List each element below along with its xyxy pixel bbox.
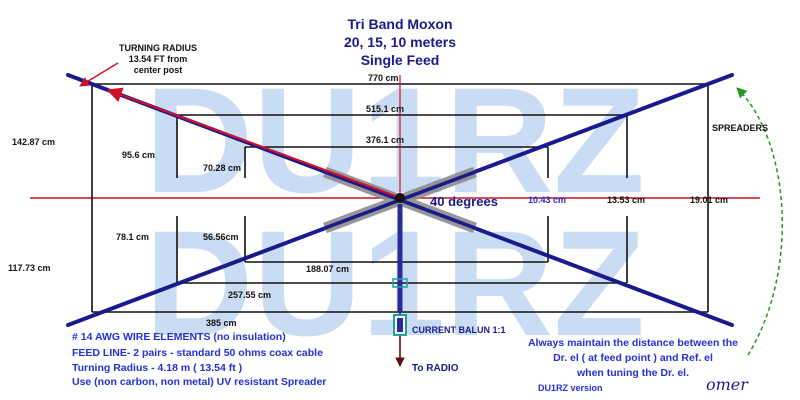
note-turning-radius: Turning Radius - 4.18 m ( 13.54 ft ): [72, 362, 242, 374]
dim-left-117: 117.73 cm: [8, 263, 51, 273]
dim-left-95: 95.6 cm: [122, 150, 155, 160]
note-spreader: Use (non carbon, non metal) UV resistant…: [72, 376, 326, 388]
dim-right-1353: 13.53 cm: [607, 195, 645, 205]
tuning-note-3: when tuning the Dr. el.: [576, 367, 689, 379]
spreaders-label: SPREADERS: [712, 123, 768, 133]
dim-top-770: 770 cm: [368, 73, 399, 83]
dim-bot-385: 385 cm: [206, 318, 237, 328]
title-line2: 20, 15, 10 meters: [344, 34, 456, 50]
balun-label: CURRENT BALUN 1:1: [412, 325, 506, 335]
note-feedline: FEED LINE- 2 pairs - standard 50 ohms co…: [72, 347, 323, 359]
turning-radius-note-2: 13.54 FT from: [129, 54, 188, 64]
dim-right-1901: 19.01 cm: [690, 195, 728, 205]
to-radio-label: To RADIO: [412, 363, 459, 374]
angle-label: 40 degrees: [430, 194, 498, 209]
turning-radius-note-3: center post: [134, 65, 183, 75]
feed-junction-box: [392, 278, 408, 288]
dim-bot-188: 188.07 cm: [306, 264, 349, 274]
note-wire: # 14 AWG WIRE ELEMENTS (no insulation): [72, 331, 286, 343]
dim-top-376: 376.1 cm: [366, 135, 404, 145]
version-label: DU1RZ version: [538, 383, 603, 393]
title-line1: Tri Band Moxon: [348, 16, 453, 32]
center-hub: [395, 193, 405, 203]
signature: omer: [706, 375, 749, 394]
tuning-note-1: Always maintain the distance between the: [528, 337, 738, 349]
dim-left-70: 70.28 cm: [203, 163, 241, 173]
dim-bot-257: 257.55 cm: [228, 290, 271, 300]
title-line3: Single Feed: [361, 52, 440, 68]
dim-top-515: 515.1 cm: [366, 104, 404, 114]
spreaders-arrow: [736, 87, 784, 356]
dim-right-1043: 10.43 cm: [528, 195, 566, 205]
dim-left-5656: 56.56cm: [203, 232, 239, 242]
turning-radius-note-1: TURNING RADIUS: [119, 43, 197, 53]
turning-radius-arrow: [106, 87, 399, 199]
tuning-note-2: Dr. el ( at feed point ) and Ref. el: [553, 352, 713, 364]
turning-radius-callout: [79, 62, 119, 87]
dim-left-78: 78.1 cm: [116, 232, 149, 242]
dim-left-142: 142.87 cm: [12, 137, 55, 147]
